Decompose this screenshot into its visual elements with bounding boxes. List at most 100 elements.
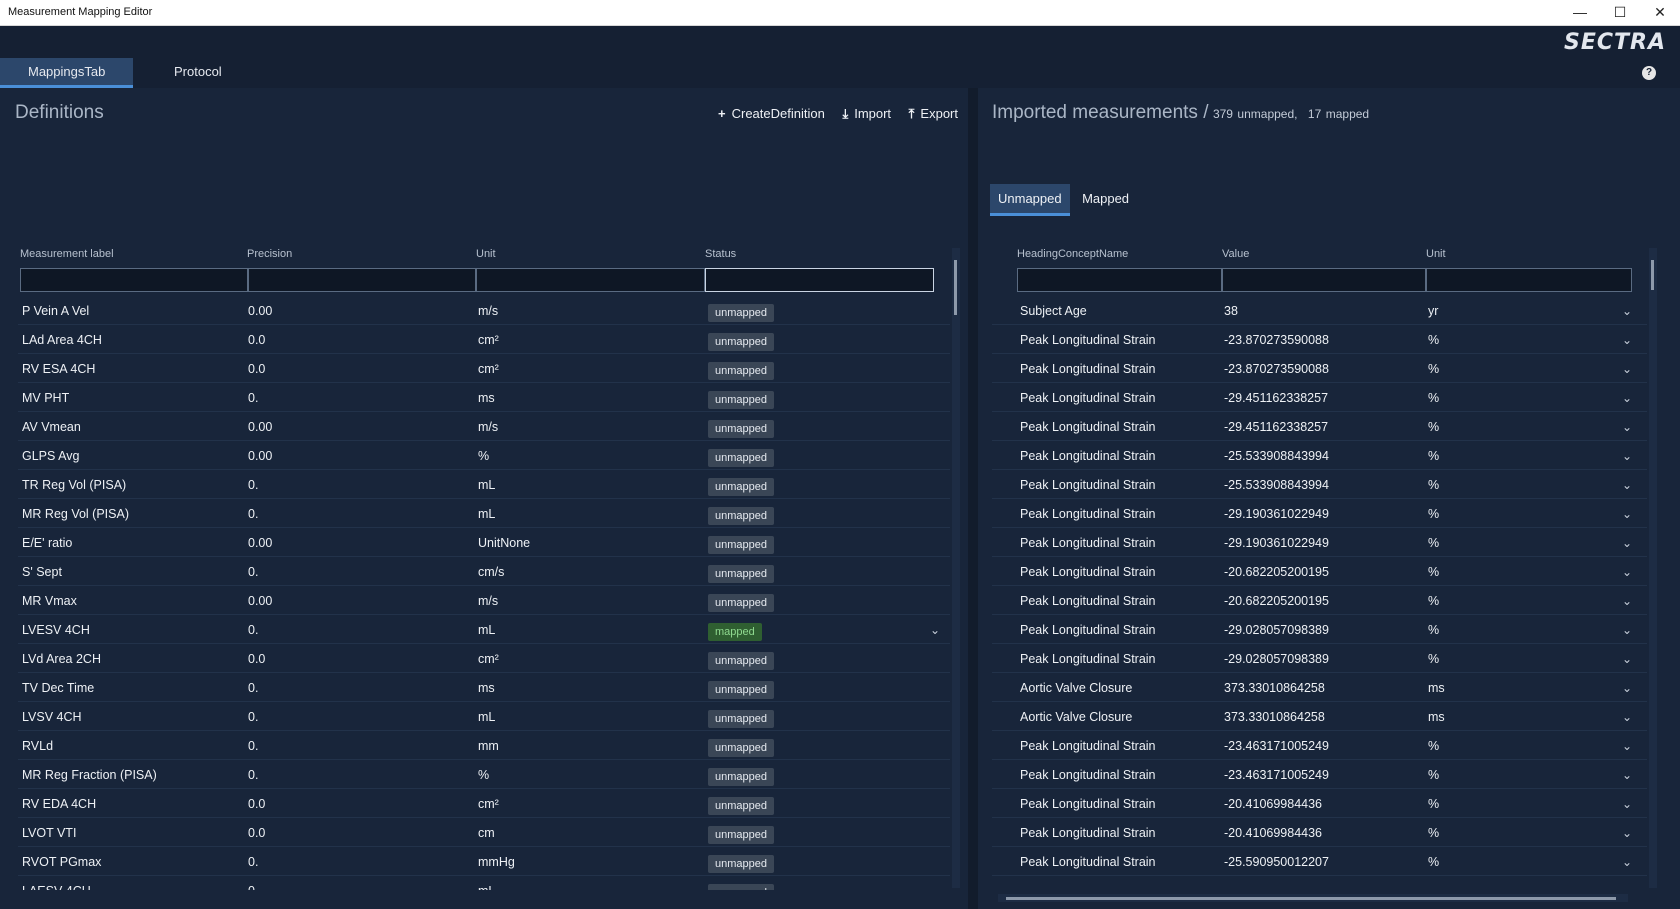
chevron-down-icon[interactable]: ⌄: [1622, 507, 1633, 521]
chevron-down-icon[interactable]: ⌄: [1622, 478, 1633, 492]
imported-row[interactable]: Peak Longitudinal Strain -20.41069984436%…: [992, 818, 1647, 847]
definition-row[interactable]: E/E' ratio 0.00 UnitNone unmapped: [18, 528, 950, 557]
column-header-concept[interactable]: HeadingConceptName: [1017, 248, 1129, 260]
imported-unit: %: [1428, 391, 1440, 405]
definition-row[interactable]: LVSV 4CH 0. mL unmapped: [18, 702, 950, 731]
definition-row[interactable]: LVESV 4CH 0. mL mapped ⌄: [18, 615, 950, 644]
imported-row[interactable]: Peak Longitudinal Strain -23.870273590088…: [992, 325, 1647, 354]
imported-row[interactable]: Peak Longitudinal Strain -29.451162338257…: [992, 383, 1647, 412]
definition-row[interactable]: MR Reg Vol (PISA) 0. mL unmapped: [18, 499, 950, 528]
panel-divider[interactable]: [968, 88, 978, 909]
tab-mapped[interactable]: Mapped: [1082, 191, 1130, 206]
create-definition-button[interactable]: + CreateDefinition: [718, 106, 825, 121]
definitions-scroll-thumb[interactable]: [954, 260, 957, 315]
imported-hscroll-thumb[interactable]: [1006, 897, 1616, 900]
chevron-down-icon[interactable]: ⌄: [1622, 333, 1633, 347]
chevron-down-icon[interactable]: ⌄: [1622, 391, 1633, 405]
chevron-down-icon[interactable]: ⌄: [1622, 739, 1633, 753]
tab-unmapped[interactable]: Unmapped: [990, 184, 1070, 216]
imported-row[interactable]: Aortic Valve Closure 373.33010864258 ms ⌄: [992, 673, 1647, 702]
imported-row[interactable]: Peak Longitudinal Strain -25.533908843994…: [992, 441, 1647, 470]
chevron-down-icon[interactable]: ⌄: [1622, 449, 1633, 463]
definition-row[interactable]: RV ESA 4CH 0.0 cm² unmapped: [18, 354, 950, 383]
filter-label-input[interactable]: [20, 268, 248, 292]
status-badge: unmapped: [708, 449, 774, 467]
imported-value: -23.463171005249: [1224, 768, 1329, 782]
definition-row[interactable]: RV EDA 4CH 0.0 cm² unmapped: [18, 789, 950, 818]
column-header-value[interactable]: Value: [1222, 248, 1250, 260]
imported-row[interactable]: Peak Longitudinal Strain -29.028057098389…: [992, 644, 1647, 673]
import-icon: ⤓: [842, 106, 849, 121]
imported-unit: %: [1428, 536, 1440, 550]
chevron-down-icon[interactable]: ⌄: [1622, 623, 1633, 637]
import-button[interactable]: ⤓ Import: [842, 106, 891, 122]
column-header-status[interactable]: Status: [705, 248, 737, 260]
definition-row[interactable]: TV Dec Time 0. ms unmapped: [18, 673, 950, 702]
export-button[interactable]: ⤒ Export: [909, 106, 958, 122]
filter-precision-input[interactable]: [248, 268, 476, 292]
chevron-down-icon[interactable]: ⌄: [1622, 304, 1633, 318]
definition-row[interactable]: P Vein A Vel 0.00 m/s unmapped: [18, 296, 950, 325]
imported-row[interactable]: Peak Longitudinal Strain -23.463171005249…: [992, 760, 1647, 789]
definition-row[interactable]: RVLd 0. mm unmapped: [18, 731, 950, 760]
tab-mappings[interactable]: MappingsTab: [0, 58, 134, 88]
definition-row[interactable]: LVOT VTI 0.0 cm unmapped: [18, 818, 950, 847]
chevron-down-icon[interactable]: ⌄: [1622, 768, 1633, 782]
chevron-down-icon[interactable]: ⌄: [1622, 536, 1633, 550]
imported-row[interactable]: Peak Longitudinal Strain -20.682205200195…: [992, 586, 1647, 615]
definitions-scrollbar[interactable]: [952, 248, 960, 888]
imported-row[interactable]: Peak Longitudinal Strain -20.682205200195…: [992, 557, 1647, 586]
imported-row[interactable]: Peak Longitudinal Strain -25.590950012207…: [992, 847, 1647, 876]
imported-row[interactable]: Peak Longitudinal Strain -25.533908843994…: [992, 470, 1647, 499]
imported-row[interactable]: Peak Longitudinal Strain -23.463171005249…: [992, 731, 1647, 760]
chevron-down-icon[interactable]: ⌄: [1622, 826, 1633, 840]
definition-row[interactable]: LVd Area 2CH 0.0 cm² unmapped: [18, 644, 950, 673]
chevron-down-icon[interactable]: ⌄: [1622, 710, 1633, 724]
chevron-down-icon[interactable]: ⌄: [930, 623, 941, 637]
column-header-precision[interactable]: Precision: [247, 248, 293, 260]
definition-precision: 0.: [248, 710, 259, 724]
close-button[interactable]: ✕: [1654, 4, 1666, 20]
imported-row[interactable]: Peak Longitudinal Strain -29.451162338257…: [992, 412, 1647, 441]
filter-value-input[interactable]: [1222, 268, 1426, 292]
chevron-down-icon[interactable]: ⌄: [1622, 652, 1633, 666]
column-header-unit[interactable]: Unit: [476, 248, 496, 260]
definition-row[interactable]: LAd Area 4CH 0.0 cm² unmapped: [18, 325, 950, 354]
chevron-down-icon[interactable]: ⌄: [1622, 855, 1633, 869]
definition-row[interactable]: S' Sept 0. cm/s unmapped: [18, 557, 950, 586]
filter-status-input[interactable]: [705, 268, 934, 292]
filter-concept-input[interactable]: [1017, 268, 1222, 292]
help-icon[interactable]: ?: [1642, 66, 1656, 80]
definition-row[interactable]: MV PHT 0. ms unmapped: [18, 383, 950, 412]
chevron-down-icon[interactable]: ⌄: [1622, 565, 1633, 579]
chevron-down-icon[interactable]: ⌄: [1622, 797, 1633, 811]
minimize-button[interactable]: —: [1573, 4, 1587, 20]
definition-row[interactable]: TR Reg Vol (PISA) 0. mL unmapped: [18, 470, 950, 499]
imported-hscrollbar[interactable]: [998, 894, 1628, 902]
filter-unit-input[interactable]: [476, 268, 705, 292]
imported-row[interactable]: Peak Longitudinal Strain -29.190361022949…: [992, 528, 1647, 557]
tab-protocol[interactable]: Protocol: [174, 64, 222, 79]
definition-row[interactable]: AV Vmean 0.00 m/s unmapped: [18, 412, 950, 441]
imported-row[interactable]: Aortic Valve Closure 373.33010864258 ms ⌄: [992, 702, 1647, 731]
definition-row[interactable]: LAESV 4CH 0. mL unmapped: [18, 876, 950, 890]
chevron-down-icon[interactable]: ⌄: [1622, 594, 1633, 608]
column-header-imported-unit[interactable]: Unit: [1426, 248, 1446, 260]
definition-row[interactable]: GLPS Avg 0.00% unmapped: [18, 441, 950, 470]
maximize-button[interactable]: ☐: [1613, 4, 1627, 20]
chevron-down-icon[interactable]: ⌄: [1622, 420, 1633, 434]
imported-scrollbar[interactable]: [1649, 248, 1657, 888]
imported-row[interactable]: Peak Longitudinal Strain -23.870273590088…: [992, 354, 1647, 383]
definition-row[interactable]: MR Vmax 0.00 m/s unmapped: [18, 586, 950, 615]
definition-row[interactable]: RVOT PGmax 0. mmHg unmapped: [18, 847, 950, 876]
column-header-label[interactable]: Measurement label: [20, 248, 114, 260]
chevron-down-icon[interactable]: ⌄: [1622, 362, 1633, 376]
filter-imported-unit-input[interactable]: [1426, 268, 1632, 292]
imported-row[interactable]: Peak Longitudinal Strain -20.41069984436%…: [992, 789, 1647, 818]
chevron-down-icon[interactable]: ⌄: [1622, 681, 1633, 695]
imported-row[interactable]: Peak Longitudinal Strain -29.190361022949…: [992, 499, 1647, 528]
imported-row[interactable]: Peak Longitudinal Strain -29.028057098389…: [992, 615, 1647, 644]
imported-scroll-thumb[interactable]: [1651, 260, 1654, 290]
definition-row[interactable]: MR Reg Fraction (PISA) 0.% unmapped: [18, 760, 950, 789]
imported-row[interactable]: Subject Age 38 yr ⌄: [992, 296, 1647, 325]
